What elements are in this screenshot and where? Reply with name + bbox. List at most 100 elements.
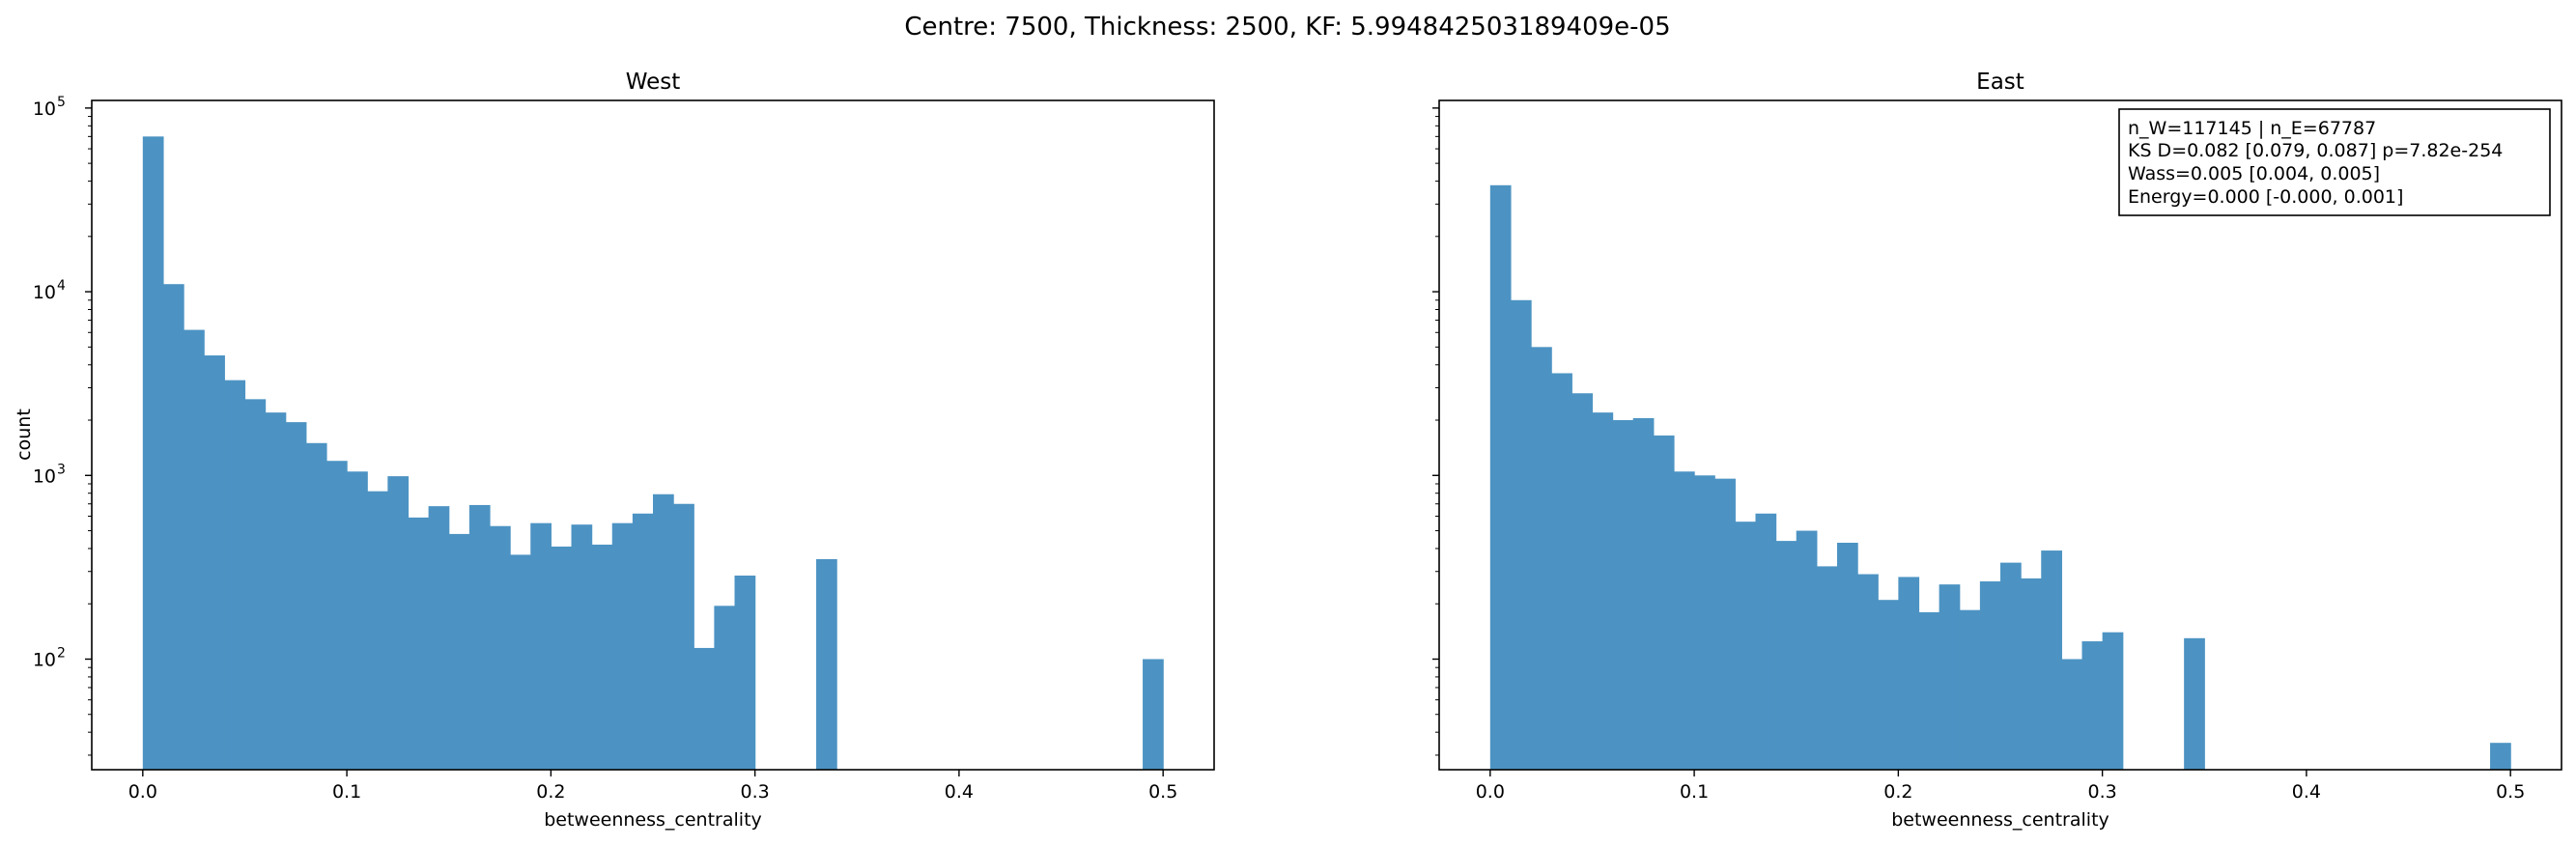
west-bar [265,412,287,770]
east-bar [1959,609,1981,770]
east-title: East [1976,70,2024,95]
west-y-tick-label: 10 [33,282,56,303]
east-bar [2490,743,2511,770]
west-y-tick-exponent: 5 [57,95,66,110]
stats-annotation-frame [2118,108,2551,216]
east-x-tick-label: 0.2 [1883,781,1912,803]
east-bar [2041,550,2062,770]
east-bar [1571,393,1594,770]
east-bar [1694,475,1715,770]
east-bar [1857,574,1879,770]
west-bar [611,522,634,770]
west-x-tick-label: 0.2 [536,781,565,803]
west-y-tick-exponent: 4 [57,278,66,294]
west-x-tick-label: 0.5 [1148,781,1177,803]
west-bar [387,476,410,770]
east-bar [1836,542,1858,770]
east-bar [1898,577,1920,770]
west-bar [816,559,837,770]
west-bar [673,503,694,770]
east-bar [1673,471,1695,770]
east-bar [1775,541,1798,770]
east-x-tick-label: 0.3 [2088,781,2117,803]
stats-annotation-box: n_W=117145 | n_E=67787 KS D=0.082 [0.079… [2118,108,2551,216]
east-bar [1592,412,1614,770]
west-x-axis-label: betweenness_centrality [544,809,762,831]
west-bar [591,544,613,770]
stats-annotation-line: n_W=117145 | n_E=67787 [2128,118,2376,139]
west-bar [571,524,593,770]
east-axes-frame [1438,99,2562,771]
east-bar [1531,347,1552,770]
east-x-tick-label: 0.4 [2292,781,2321,803]
west-bar [448,533,470,770]
west-bar [694,647,715,770]
east-bar [1612,420,1634,770]
east-bar [2000,562,2022,770]
west-bar [632,513,654,770]
west-bar [468,504,491,770]
figure-suptitle: Centre: 7500, Thickness: 2500, KF: 5.994… [904,13,1670,42]
east-bar [1551,373,1572,770]
west-bar [489,525,511,770]
east-x-tick-label: 0.1 [1680,781,1709,803]
west-bar [347,471,368,770]
east-x-axis-label: betweenness_centrality [1891,809,2109,831]
west-y-tick-exponent: 3 [57,462,66,477]
east-x-tick-label: 0.5 [2496,781,2525,803]
east-bar [1816,566,1838,770]
histogram-east: East 0.0 0.1 0.2 0.3 0.4 0.5 betweenness_cent… [1432,70,2562,831]
east-bar [2102,632,2124,770]
west-y-axis-label: count [14,409,35,461]
east-bar [2061,659,2083,770]
west-bars [142,136,1164,770]
west-bar [714,606,736,770]
east-x-axis-ticks: 0.0 0.1 0.2 0.3 0.4 0.5 [1476,770,2525,803]
east-bar [1918,611,1940,770]
east-bar [1939,584,1961,770]
west-bar [510,554,531,770]
east-bar [1653,435,1675,770]
east-bar [1632,417,1655,770]
east-bar [2184,637,2205,770]
east-bar [1714,478,1736,770]
west-bar [734,575,756,770]
stats-annotation-line: Wass=0.005 [0.004, 0.005] [2128,163,2380,184]
west-x-axis-ticks: 0.0 0.1 0.2 0.3 0.4 0.5 [128,770,1177,803]
west-bar [1143,659,1164,770]
west-bar [367,491,388,770]
east-bar [1489,184,1512,770]
west-bar [162,284,184,770]
stats-annotation-line: KS D=0.082 [0.079, 0.087] p=7.82e-254 [2128,140,2503,161]
stats-annotation-line: Energy=0.000 [-0.000, 0.001] [2128,186,2403,208]
east-bar [1979,580,2001,770]
east-bars [1489,184,2511,770]
west-bar [408,517,430,770]
west-title: West [626,70,681,95]
west-x-tick-label: 0.0 [128,781,157,803]
west-x-tick-label: 0.3 [741,781,770,803]
west-bar [142,136,164,770]
west-x-tick-label: 0.4 [945,781,974,803]
east-bar [2021,578,2042,770]
east-bar [1878,600,1899,770]
west-bar [184,329,205,770]
west-bar [224,380,246,770]
west-bar [326,461,348,770]
west-bar [204,355,225,770]
east-bar [1510,299,1532,770]
east-bar [1755,513,1777,770]
west-bar [305,442,327,770]
west-y-tick-label: 10 [33,99,56,120]
west-y-tick-label: 10 [33,649,56,670]
west-bar [653,494,674,770]
west-bar [530,522,552,770]
west-x-tick-label: 0.1 [332,781,361,803]
east-bar [1796,530,1818,770]
east-x-tick-label: 0.0 [1476,781,1505,803]
east-bar [1735,522,1757,770]
west-axes-frame [91,99,1215,771]
